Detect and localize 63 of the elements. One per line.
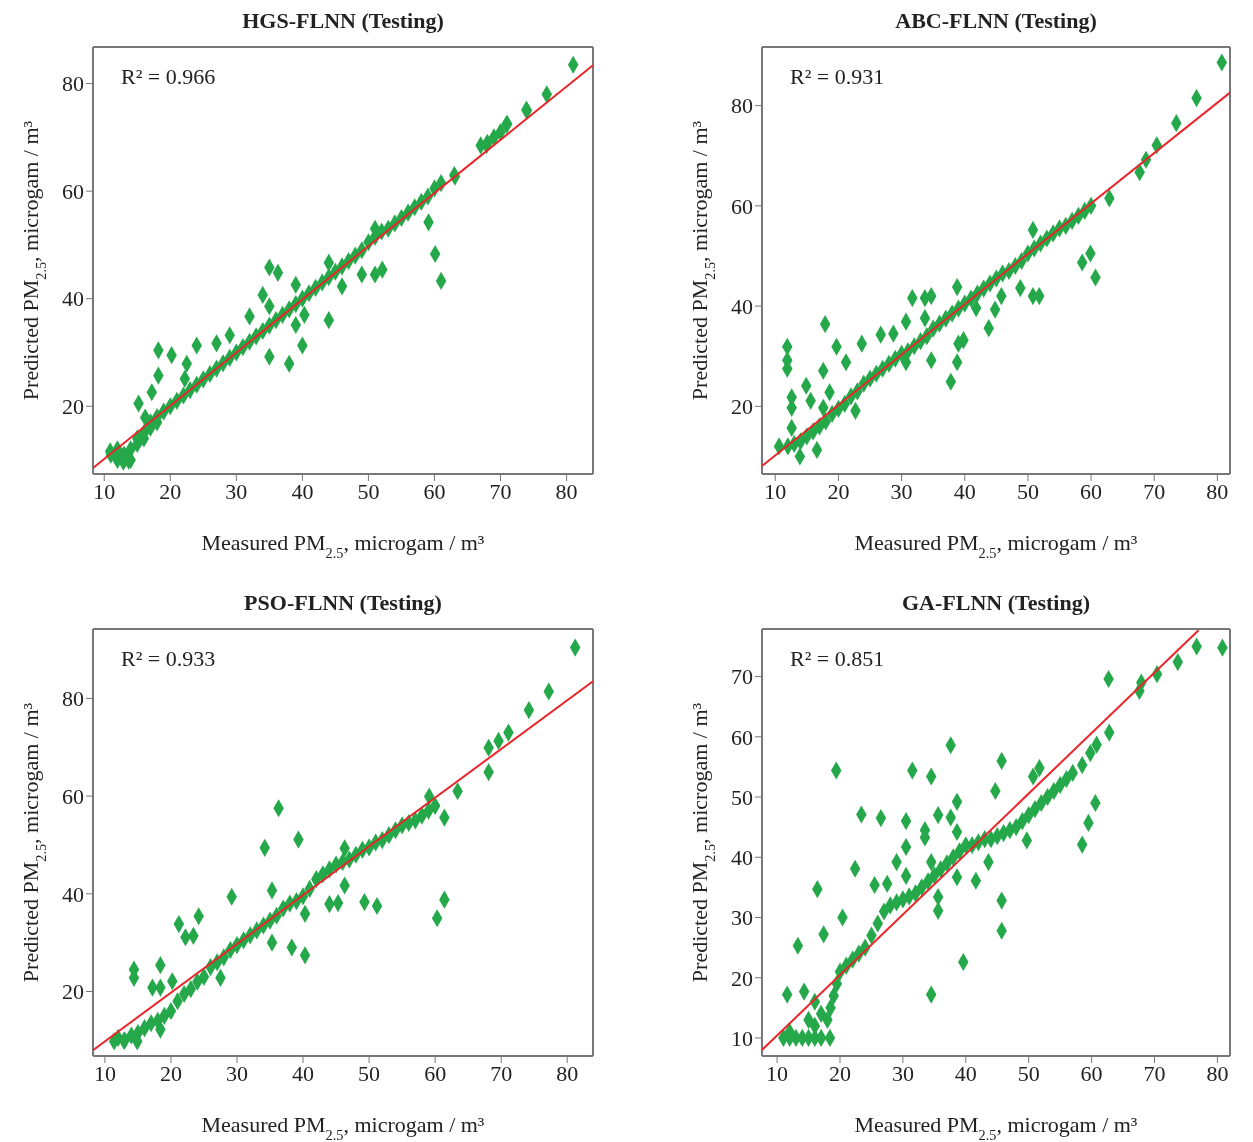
chart-title: HGS-FLNN (Testing) [241, 8, 445, 35]
y-tick-label: 40 [62, 881, 84, 907]
x-axis-title: Measured PM$_{2.5}$, microgam / m³ [854, 1112, 1138, 1142]
y-tick-label: 20 [62, 979, 84, 1005]
x-tick-label: 40 [291, 478, 314, 504]
chart-title: GA-FLNN (Testing) [901, 590, 1091, 617]
x-tick-label: 40 [953, 478, 976, 504]
y-tick-label: 80 [62, 71, 84, 97]
chart-title: PSO-FLNN (Testing) [243, 590, 443, 617]
x-tick-label: 30 [891, 1060, 914, 1086]
x-tick-label: 60 [1080, 1060, 1103, 1086]
y-tick-label: 80 [731, 93, 753, 119]
chart-title: ABC-FLNN (Testing) [894, 8, 1098, 35]
x-tick-label: 20 [159, 1060, 182, 1086]
x-tick-label: 80 [1206, 478, 1229, 504]
y-tick-label: 40 [731, 845, 753, 871]
x-axis-title: Measured PM$_{2.5}$, microgam / m³ [201, 1112, 485, 1142]
y-tick-label: 80 [62, 686, 84, 712]
annotation: R² = 0.931 [790, 64, 885, 90]
x-tick-label: 80 [556, 1060, 579, 1086]
x-axis-title: Measured PM$_{2.5}$, microgam / m³ [201, 530, 485, 561]
x-tick-label: 50 [1016, 478, 1039, 504]
x-tick-label: 40 [292, 1060, 315, 1086]
annotation: R² = 0.851 [790, 646, 885, 672]
x-tick-label: 70 [489, 478, 512, 504]
x-tick-label: 70 [1143, 478, 1166, 504]
x-tick-label: 30 [225, 1060, 248, 1086]
x-axis-title: Measured PM$_{2.5}$, microgam / m³ [854, 530, 1138, 561]
x-tick-label: 60 [423, 478, 446, 504]
x-tick-label: 10 [766, 1060, 789, 1086]
x-tick-label: 20 [827, 478, 850, 504]
x-tick-label: 60 [1080, 478, 1103, 504]
x-tick-label: 60 [424, 1060, 447, 1086]
y-tick-label: 20 [731, 965, 753, 991]
y-tick-label: 40 [62, 286, 84, 312]
x-tick-label: 80 [1206, 1060, 1229, 1086]
x-tick-label: 30 [225, 478, 248, 504]
y-tick-label: 60 [731, 193, 753, 219]
x-tick-label: 50 [357, 478, 380, 504]
x-tick-label: 70 [490, 1060, 513, 1086]
x-tick-label: 10 [93, 478, 116, 504]
y-tick-label: 50 [731, 784, 753, 810]
y-tick-label: 30 [731, 905, 753, 931]
x-tick-label: 70 [1143, 1060, 1166, 1086]
x-tick-label: 30 [890, 478, 913, 504]
y-tick-label: 20 [62, 394, 84, 420]
y-tick-label: 60 [731, 724, 753, 750]
annotation: R² = 0.966 [121, 64, 216, 90]
y-tick-label: 60 [62, 178, 84, 204]
x-tick-label: 50 [358, 1060, 381, 1086]
y-tick-label: 10 [731, 1025, 753, 1051]
x-tick-label: 40 [954, 1060, 977, 1086]
x-tick-label: 10 [93, 1060, 116, 1086]
x-tick-label: 20 [159, 478, 182, 504]
y-tick-label: 60 [62, 783, 84, 809]
y-tick-label: 70 [731, 664, 753, 690]
x-tick-label: 10 [764, 478, 787, 504]
x-tick-label: 50 [1017, 1060, 1040, 1086]
y-tick-label: 20 [731, 394, 753, 420]
y-tick-label: 40 [731, 293, 753, 319]
annotation: R² = 0.933 [121, 646, 216, 672]
x-tick-label: 20 [829, 1060, 851, 1086]
x-tick-label: 80 [555, 478, 578, 504]
